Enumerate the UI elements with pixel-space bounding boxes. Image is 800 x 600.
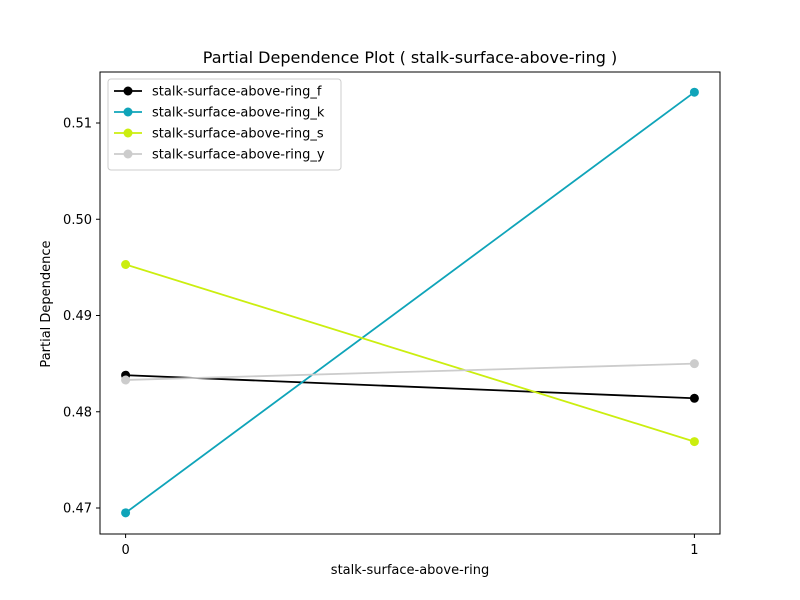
y-tick-label: 0.49 — [63, 309, 92, 324]
data-point — [689, 87, 699, 97]
series-line — [125, 263, 695, 443]
legend-label: stalk-surface-above-ring_y — [152, 148, 325, 163]
legend-marker — [123, 107, 133, 117]
legend-item: stalk-surface-above-ring_s — [114, 127, 324, 142]
legend: stalk-surface-above-ring_f stalk-surface-… — [107, 78, 342, 171]
y-tick-label: 0.51 — [63, 117, 92, 132]
y-tick-label: 0.47 — [63, 502, 92, 517]
series-stalk-surface-above-ring_y — [121, 359, 699, 385]
y-tick-label: 0.50 — [63, 213, 92, 228]
data-point — [121, 508, 131, 518]
y-tick-label: 0.48 — [63, 405, 92, 420]
series-stalk-surface-above-ring_s — [121, 260, 699, 447]
series-stalk-surface-above-ring_k — [121, 87, 699, 518]
series-line — [125, 374, 695, 400]
data-point — [689, 359, 699, 369]
chart-title: Partial Dependence Plot ( stalk-surface-… — [203, 48, 617, 67]
legend-box — [107, 78, 342, 171]
data-point — [689, 393, 699, 403]
legend-marker — [123, 149, 133, 159]
x-tick-label: 0 — [121, 543, 129, 558]
data-point — [689, 437, 699, 447]
legend-item: stalk-surface-above-ring_k — [114, 106, 325, 121]
legend-item: stalk-surface-above-ring_y — [114, 148, 325, 163]
legend-marker — [123, 86, 133, 96]
x-axis-title: stalk-surface-above-ring — [331, 563, 489, 578]
legend-label: stalk-surface-above-ring_f — [152, 85, 322, 100]
series-layer — [121, 87, 699, 518]
data-point — [121, 375, 131, 385]
legend-label: stalk-surface-above-ring_s — [152, 127, 324, 142]
legend-marker — [123, 128, 133, 138]
legend-item: stalk-surface-above-ring_f — [114, 85, 322, 100]
x-tick-label: 1 — [690, 543, 698, 558]
series-line — [125, 362, 695, 381]
y-axis-title: Partial Dependence — [39, 240, 54, 367]
y-axis: 0.47 0.48 0.49 0.50 0.51 — [63, 117, 100, 517]
data-point — [121, 260, 131, 269]
legend-label: stalk-surface-above-ring_k — [152, 106, 325, 121]
series-line — [125, 91, 695, 514]
